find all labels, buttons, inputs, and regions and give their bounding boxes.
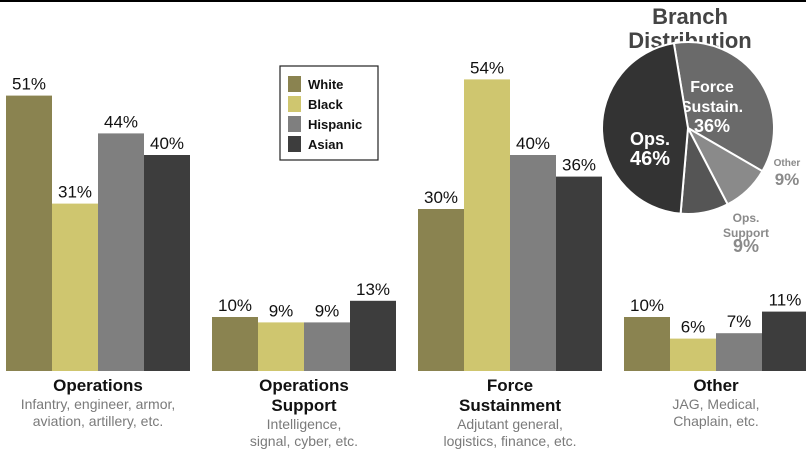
group-subtitle-operations: aviation, artillery, etc. (33, 413, 163, 429)
bar-value-label-operations-asian: 40% (150, 134, 184, 153)
bar-value-label-operations-black: 31% (58, 183, 92, 202)
pie-chart: BranchDistributionForceSustain.36%Other9… (601, 4, 801, 256)
group-subtitle-operations: Infantry, engineer, armor, (21, 396, 176, 412)
bar-other-black (670, 338, 716, 371)
bar-value-label-force-sustainment-asian: 36% (562, 156, 596, 175)
pie-value-label-force-sustain: 36% (694, 116, 730, 136)
bar-other-asian (762, 311, 806, 371)
group-subtitle-force-sustainment: Adjutant general, (457, 416, 563, 432)
bar-value-label-other-hispanic: 7% (727, 312, 752, 331)
pie-slice-force-sustain (672, 41, 775, 173)
legend-swatch-hispanic (288, 116, 301, 132)
group-subtitle-force-sustainment: logistics, finance, etc. (443, 433, 576, 449)
group-subtitle-operations-support: Intelligence, (267, 416, 342, 432)
pie-slice-label-other: Other (774, 158, 801, 169)
pie-value-label-other: 9% (775, 170, 800, 189)
pie-slice-label-ops-support: Support (723, 226, 769, 240)
bar-value-label-operations-support-black: 9% (269, 301, 294, 320)
bar-force-sustainment-black (464, 79, 510, 372)
group-subtitle-operations-support: signal, cyber, etc. (250, 433, 358, 449)
bar-force-sustainment-asian (556, 176, 602, 371)
bar-operations-support-asian (350, 300, 396, 371)
bar-operations-support-hispanic (304, 322, 350, 371)
bar-value-label-force-sustainment-black: 54% (470, 58, 504, 77)
bar-operations-white (6, 95, 52, 371)
top-rule (0, 0, 806, 2)
pie-slice-ops (601, 42, 690, 215)
legend-swatch-asian (288, 136, 301, 152)
group-title-other: Other (693, 376, 739, 395)
bar-value-label-other-black: 6% (681, 318, 706, 337)
pie-slice-label-force-sustain: Force (690, 79, 734, 96)
bar-operations-black (52, 203, 98, 371)
legend-label-black: Black (308, 97, 343, 112)
bar-value-label-operations-support-white: 10% (218, 296, 252, 315)
bar-value-label-operations-support-asian: 13% (356, 280, 390, 299)
pie-value-label-ops: 46% (630, 148, 670, 170)
bar-group-operations-support: 10% 9% 9% 13% OperationsSupportIntelligence,… (212, 280, 396, 449)
legend-label-hispanic: Hispanic (308, 117, 362, 132)
legend: White Black Hispanic Asian (279, 65, 379, 161)
bar-operations-support-black (258, 322, 304, 371)
bar-value-label-force-sustainment-hispanic: 40% (516, 134, 550, 153)
bar-force-sustainment-hispanic (510, 155, 556, 371)
legend-swatch-black (288, 96, 301, 112)
group-title-force-sustainment: Force (487, 376, 533, 395)
bar-operations-hispanic (98, 133, 144, 371)
pie-slice-label-force-sustain: Sustain. (681, 99, 743, 116)
bar-value-label-operations-white: 51% (12, 75, 46, 94)
group-title-operations: Operations (53, 376, 143, 395)
group-title-operations-support: Operations (259, 376, 349, 395)
pie-slice-label-ops: Ops. (630, 129, 670, 149)
pie-value-label-ops-support: 9% (733, 236, 759, 256)
bar-value-label-other-white: 10% (630, 296, 664, 315)
legend-label-asian: Asian (308, 137, 343, 152)
bar-other-hispanic (716, 333, 762, 371)
group-title-force-sustainment: Sustainment (459, 396, 561, 415)
group-subtitle-other: JAG, Medical, (672, 396, 759, 412)
group-subtitle-other: Chaplain, etc. (673, 413, 759, 429)
bar-operations-asian (144, 155, 190, 371)
legend-label-white: White (308, 77, 343, 92)
bar-value-label-other-asian: 11% (769, 291, 802, 310)
bar-value-label-force-sustainment-white: 30% (424, 188, 458, 207)
pie-title: Branch (652, 4, 728, 29)
bar-value-label-operations-hispanic: 44% (104, 112, 138, 131)
bar-operations-support-white (212, 317, 258, 371)
pie-slice-label-ops-support: Ops. (733, 211, 760, 225)
bar-value-label-operations-support-hispanic: 9% (315, 301, 340, 320)
bar-force-sustainment-white (418, 209, 464, 371)
group-title-operations-support: Support (271, 396, 336, 415)
bar-other-white (624, 317, 670, 371)
legend-swatch-white (288, 76, 301, 92)
